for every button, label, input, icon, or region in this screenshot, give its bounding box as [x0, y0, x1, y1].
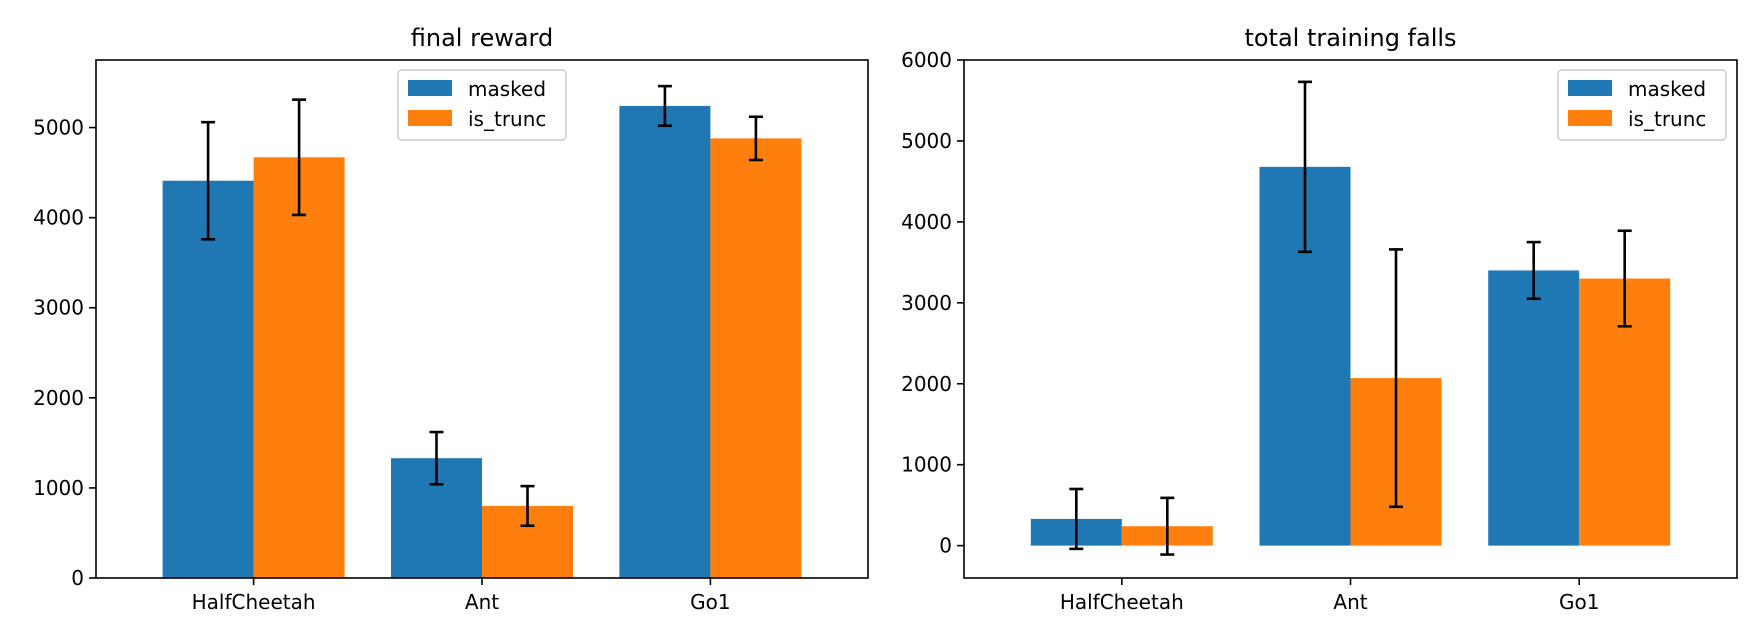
y-tick-label: 1000 [901, 453, 952, 477]
error-bar-is_trunc-Go1 [748, 115, 763, 162]
x-tick-label: Go1 [690, 590, 730, 614]
y-tick-label: 4000 [33, 206, 84, 230]
y-tick-label: 4000 [901, 210, 952, 234]
error-bar-masked-Go1 [657, 84, 672, 128]
legend-label-is_trunc: is_trunc [1628, 107, 1706, 131]
bar-is_trunc-Go1 [710, 138, 802, 578]
error-bar-is_trunc-Ant [520, 484, 535, 528]
error-bar-masked-HalfCheetah [1069, 487, 1084, 551]
y-tick-label: 0 [939, 534, 952, 558]
x-tick-label: HalfCheetah [192, 590, 316, 614]
y-tick-label: 5000 [33, 116, 84, 140]
y-tick-label: 3000 [901, 291, 952, 315]
legend-label-is_trunc: is_trunc [468, 107, 546, 131]
error-bar-masked-Go1 [1526, 240, 1541, 301]
legend-swatch-is_trunc [1568, 110, 1612, 126]
error-bar-is_trunc-Go1 [1617, 229, 1632, 328]
x-tick-label: HalfCheetah [1060, 590, 1184, 614]
y-tick-label: 2000 [901, 372, 952, 396]
chart-panel-1: final reward 0 1000 2000 3000 4000 5000 HalfChe… [33, 24, 869, 614]
error-bar-is_trunc-HalfCheetah [1160, 496, 1175, 556]
chart-title: total training falls [1244, 24, 1456, 52]
legend-swatch-masked [408, 80, 452, 96]
legend-label-masked: masked [468, 77, 546, 101]
error-bar-masked-HalfCheetah [201, 120, 216, 241]
bar-masked-Go1 [619, 105, 711, 579]
bar-is_trunc-HalfCheetah [253, 157, 345, 578]
y-tick-label: 3000 [33, 296, 84, 320]
chart-title: final reward [411, 24, 553, 52]
error-bar-is_trunc-Ant [1389, 248, 1403, 509]
error-bar-masked-Ant [429, 430, 444, 486]
legend-label-masked: masked [1628, 77, 1706, 101]
y-tick-label: 5000 [901, 129, 952, 153]
legend: masked is_trunc [1557, 69, 1727, 141]
error-bar-is_trunc-HalfCheetah [292, 98, 307, 217]
y-tick-label: 6000 [901, 48, 952, 72]
x-tick-label: Ant [1333, 590, 1367, 614]
bar-masked-HalfCheetah [162, 180, 254, 578]
chart-panel-2: total training falls 0 1000 2000 3000 4000 500… [901, 24, 1738, 614]
y-tick-label: 0 [71, 566, 84, 590]
x-tick-label: Go1 [1559, 590, 1599, 614]
y-tick-label: 2000 [33, 386, 84, 410]
bar-masked-Go1 [1488, 270, 1580, 546]
x-tick-label: Ant [465, 590, 499, 614]
legend: masked is_trunc [397, 69, 567, 141]
legend-swatch-masked [1568, 80, 1612, 96]
error-bar-masked-Ant [1298, 80, 1312, 254]
legend-swatch-is_trunc [408, 110, 452, 126]
y-tick-label: 1000 [33, 476, 84, 500]
